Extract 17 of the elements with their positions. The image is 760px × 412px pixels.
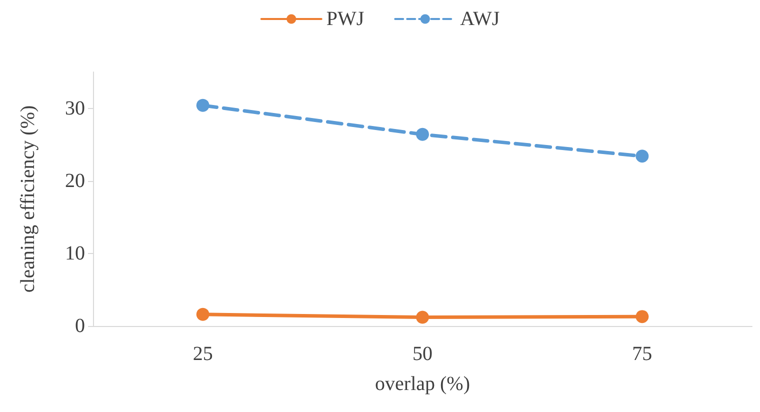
point [416,128,429,141]
y-tick-label: 0 [75,315,85,337]
point [636,310,649,324]
x-tick-label: 25 [192,343,213,365]
y-tick-label: 20 [65,170,85,192]
point [196,98,210,112]
legend-label: PWJ [326,8,364,30]
y-tick-label: 30 [65,97,85,120]
y-axis-title: cleaning efficiency (%) [17,105,39,293]
legend-label: AWJ [460,8,500,30]
x-tick-label: 50 [412,343,432,365]
x-tick-label: 75 [632,343,652,365]
x-axis-title: overlap (%) [375,373,470,395]
y-tick-label: 10 [65,242,85,264]
point [636,150,649,163]
point [196,308,210,321]
point [416,310,429,324]
